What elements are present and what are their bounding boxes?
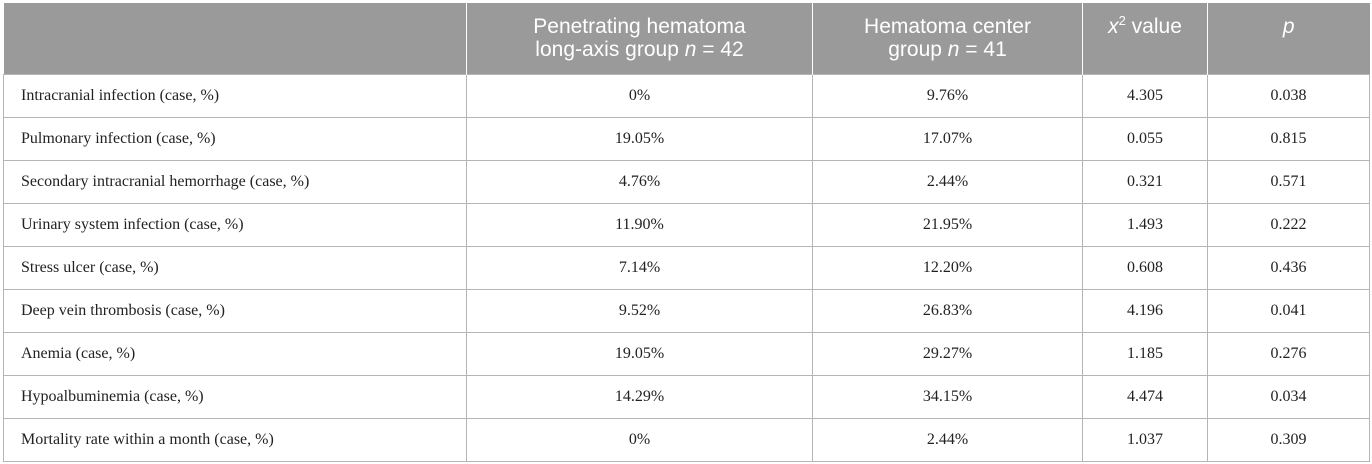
penetrating-group-value: 0% bbox=[466, 417, 813, 462]
header-center-count: = 41 bbox=[959, 38, 1007, 61]
center-group-value: 9.76% bbox=[812, 73, 1083, 118]
chi-square-value: 4.196 bbox=[1082, 288, 1208, 333]
row-label: Mortality rate within a month (case, %) bbox=[3, 417, 467, 462]
chi-square-value: 0.608 bbox=[1082, 245, 1208, 290]
p-value: 0.309 bbox=[1207, 417, 1370, 462]
header-penetrating-line2: long-axis group bbox=[535, 38, 685, 61]
p-value: 0.276 bbox=[1207, 331, 1370, 376]
chi-square-value: 1.185 bbox=[1082, 331, 1208, 376]
chi-square-value: 0.055 bbox=[1082, 116, 1208, 161]
header-chi-square: x2 value bbox=[1082, 3, 1208, 74]
row-label: Anemia (case, %) bbox=[3, 331, 467, 376]
header-center-line2: group bbox=[888, 38, 948, 61]
row-label: Stress ulcer (case, %) bbox=[3, 245, 467, 290]
header-penetrating-group: Penetrating hematoma long-axis group n =… bbox=[466, 3, 813, 74]
chi-square-value: 4.305 bbox=[1082, 73, 1208, 118]
header-row: Penetrating hematoma long-axis group n =… bbox=[3, 3, 1370, 74]
chi-square-value: 1.493 bbox=[1082, 202, 1208, 247]
center-group-value: 21.95% bbox=[812, 202, 1083, 247]
p-value: 0.222 bbox=[1207, 202, 1370, 247]
p-value: 0.815 bbox=[1207, 116, 1370, 161]
table-row: Pulmonary infection (case, %) 19.05% 17.07… bbox=[3, 116, 1370, 161]
penetrating-group-value: 14.29% bbox=[466, 374, 813, 419]
p-value: 0.571 bbox=[1207, 159, 1370, 204]
chi-square-value: 0.321 bbox=[1082, 159, 1208, 204]
penetrating-group-value: 19.05% bbox=[466, 116, 813, 161]
header-p-value: p bbox=[1207, 3, 1370, 74]
penetrating-group-value: 11.90% bbox=[466, 202, 813, 247]
p-value: 0.041 bbox=[1207, 288, 1370, 333]
header-empty bbox=[3, 3, 467, 74]
table-row: Deep vein thrombosis (case, %) 9.52% 26.83… bbox=[3, 288, 1370, 333]
table-body: Intracranial infection (case, %) 0% 9.76% 4… bbox=[3, 73, 1370, 462]
penetrating-group-value: 4.76% bbox=[466, 159, 813, 204]
table-row: Stress ulcer (case, %) 7.14% 12.20% 0.608 0.… bbox=[3, 245, 1370, 290]
row-label: Urinary system infection (case, %) bbox=[3, 202, 467, 247]
table-row: Mortality rate within a month (case, %) 0… bbox=[3, 417, 1370, 462]
table-row: Urinary system infection (case, %) 11.90%… bbox=[3, 202, 1370, 247]
complications-table: Penetrating hematoma long-axis group n =… bbox=[3, 3, 1370, 462]
header-p: p bbox=[1282, 15, 1295, 38]
table-row: Hypoalbuminemia (case, %) 14.29% 34.15% 4.4… bbox=[3, 374, 1370, 419]
row-label: Hypoalbuminemia (case, %) bbox=[3, 374, 467, 419]
table-header: Penetrating hematoma long-axis group n =… bbox=[3, 3, 1370, 74]
penetrating-group-value: 19.05% bbox=[466, 331, 813, 376]
row-label: Pulmonary infection (case, %) bbox=[3, 116, 467, 161]
chi-square-value: 4.474 bbox=[1082, 374, 1208, 419]
header-chi-x: x bbox=[1108, 15, 1119, 38]
table-row: Anemia (case, %) 19.05% 29.27% 1.185 0.276 bbox=[3, 331, 1370, 376]
header-center-line1: Hematoma center bbox=[864, 15, 1031, 38]
center-group-value: 2.44% bbox=[812, 159, 1083, 204]
header-center-n: n bbox=[947, 38, 960, 61]
header-chi-value: value bbox=[1125, 15, 1182, 38]
center-group-value: 17.07% bbox=[812, 116, 1083, 161]
p-value: 0.038 bbox=[1207, 73, 1370, 118]
header-penetrating-count: = 42 bbox=[696, 38, 744, 61]
chi-square-value: 1.037 bbox=[1082, 417, 1208, 462]
row-label: Deep vein thrombosis (case, %) bbox=[3, 288, 467, 333]
center-group-value: 2.44% bbox=[812, 417, 1083, 462]
row-label: Intracranial infection (case, %) bbox=[3, 73, 467, 118]
p-value: 0.436 bbox=[1207, 245, 1370, 290]
center-group-value: 29.27% bbox=[812, 331, 1083, 376]
header-chi-sup: 2 bbox=[1118, 13, 1126, 28]
penetrating-group-value: 7.14% bbox=[466, 245, 813, 290]
center-group-value: 12.20% bbox=[812, 245, 1083, 290]
table-row: Secondary intracranial hemorrhage (case,… bbox=[3, 159, 1370, 204]
header-penetrating-line1: Penetrating hematoma bbox=[533, 15, 746, 38]
center-group-value: 26.83% bbox=[812, 288, 1083, 333]
penetrating-group-value: 0% bbox=[466, 73, 813, 118]
table-row: Intracranial infection (case, %) 0% 9.76% 4… bbox=[3, 73, 1370, 118]
center-group-value: 34.15% bbox=[812, 374, 1083, 419]
row-label: Secondary intracranial hemorrhage (case,… bbox=[3, 159, 467, 204]
p-value: 0.034 bbox=[1207, 374, 1370, 419]
header-penetrating-n: n bbox=[684, 38, 697, 61]
header-center-group: Hematoma center group n = 41 bbox=[812, 3, 1083, 74]
penetrating-group-value: 9.52% bbox=[466, 288, 813, 333]
